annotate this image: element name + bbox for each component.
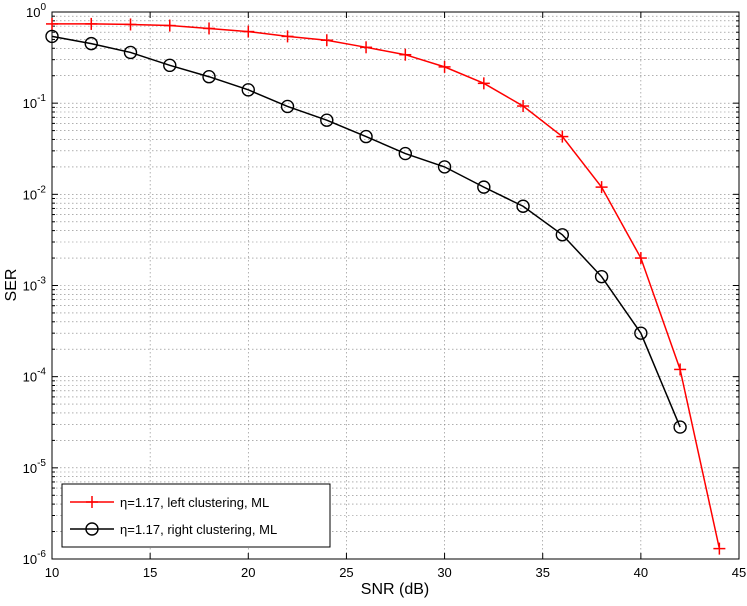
y-tick-label: 10-5: [23, 458, 47, 476]
data-point: [674, 363, 687, 376]
data-point: [203, 22, 216, 35]
data-point: [124, 18, 137, 31]
legend-marker: [86, 496, 98, 508]
data-point: [634, 326, 648, 340]
data-point: [320, 113, 334, 127]
data-point: [360, 41, 373, 54]
x-tick-label: 45: [732, 565, 746, 580]
data-point: [595, 181, 608, 194]
data-point: [556, 130, 569, 143]
data-point: [163, 19, 176, 32]
series-layer: [45, 17, 726, 555]
data-point: [673, 420, 687, 434]
data-point: [634, 252, 647, 265]
y-tick-label: 10-4: [23, 367, 47, 385]
y-tick-label: 10-1: [23, 93, 47, 111]
x-tick-label: 20: [241, 565, 255, 580]
data-point: [163, 58, 177, 73]
legend-box: [61, 483, 331, 548]
legend-item-0: η=1.17, left clustering, ML: [70, 495, 269, 510]
legend-item-1: η=1.17, right clustering, ML: [70, 522, 277, 537]
x-tick-label: 25: [339, 565, 353, 580]
series-0: [46, 17, 726, 555]
legend: η=1.17, left clustering, ML η=1.17, right…: [61, 483, 331, 548]
data-point: [241, 83, 255, 97]
x-axis-label: SNR (dB): [361, 581, 429, 598]
y-tick-label: 100: [26, 2, 46, 20]
data-point: [281, 30, 294, 43]
plot-area-frame: [51, 11, 740, 560]
data-point: [477, 180, 491, 194]
data-point: [46, 17, 58, 30]
y-tick-label: 10-6: [23, 549, 47, 567]
y-axis-label: SER: [3, 269, 20, 302]
data-point: [45, 29, 59, 44]
data-point: [85, 17, 98, 30]
data-point: [399, 48, 412, 61]
x-tick-label: 15: [143, 565, 157, 580]
data-point: [437, 160, 452, 174]
data-point: [202, 70, 216, 84]
y-tick-label: 10-2: [23, 184, 47, 202]
grid: [52, 12, 739, 559]
data-point: [84, 36, 98, 51]
x-tick-label: 30: [437, 565, 451, 580]
legend-label: η=1.17, right clustering, ML: [120, 522, 277, 537]
data-point: [594, 269, 609, 284]
data-point: [242, 25, 255, 38]
data-point: [713, 542, 726, 555]
legend-marker: [85, 522, 99, 536]
x-tick-label: 35: [535, 565, 549, 580]
data-point: [516, 199, 530, 213]
y-tick-label: 10-3: [23, 276, 47, 294]
data-point: [123, 45, 138, 60]
data-point: [477, 77, 490, 90]
data-point: [517, 100, 530, 113]
legend-label: η=1.17, left clustering, ML: [120, 495, 269, 510]
data-point: [398, 146, 413, 161]
x-tick-label: 40: [634, 565, 648, 580]
data-point: [320, 34, 333, 47]
data-point: [555, 228, 570, 242]
series-line: [51, 35, 681, 428]
data-point: [438, 60, 451, 73]
data-point: [280, 99, 295, 114]
axis-ticks: 10 15 20 25 30 35 40 45 100 10-1 10-2 10-3 10-4 10-5 1…: [23, 2, 747, 580]
series-1: [45, 29, 687, 434]
x-tick-label: 10: [45, 565, 59, 580]
series-line: [52, 23, 721, 549]
data-point: [359, 129, 373, 144]
